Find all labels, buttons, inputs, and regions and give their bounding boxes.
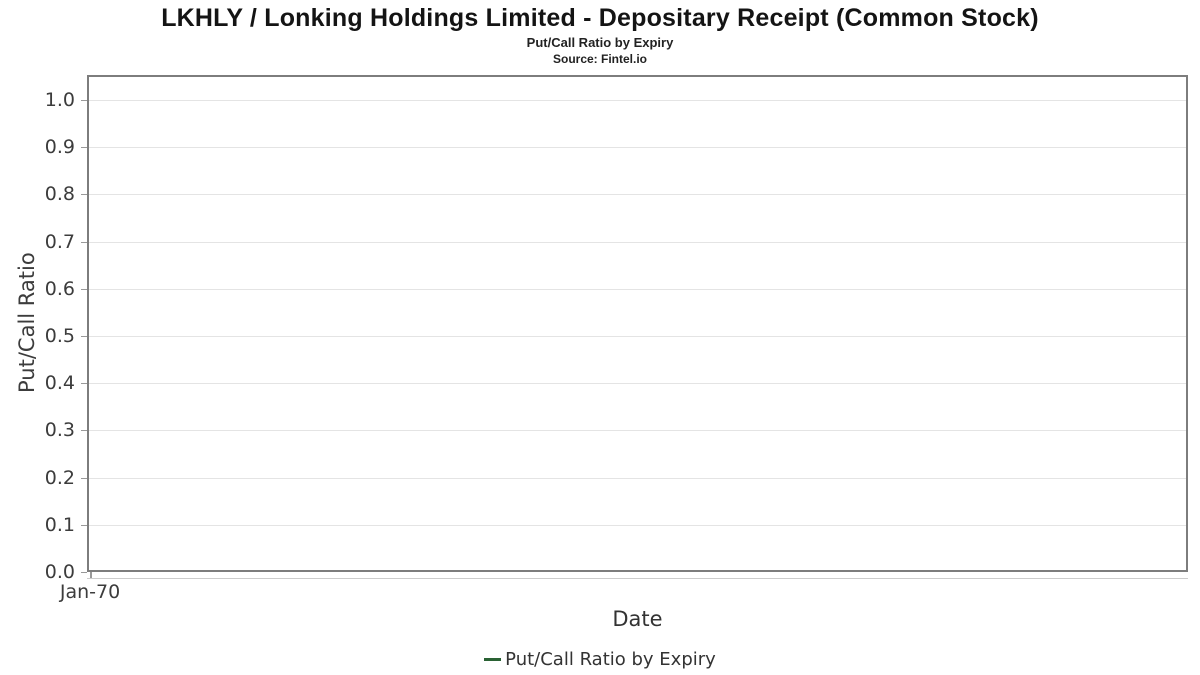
y-tick-label: 0.9	[44, 136, 75, 158]
y-axis-title: Put/Call Ratio	[15, 252, 39, 393]
y-tick-mark	[81, 147, 87, 148]
legend-label: Put/Call Ratio by Expiry	[505, 648, 716, 670]
y-tick-label: 1.0	[44, 89, 75, 111]
x-tick-label: Jan-70	[59, 581, 121, 603]
y-tick-mark	[81, 383, 87, 384]
y-tick-mark	[81, 478, 87, 479]
legend-item[interactable]: Put/Call Ratio by Expiry	[484, 649, 716, 670]
y-tick-mark	[81, 100, 87, 101]
chart-title: LKHLY / Lonking Holdings Limited - Depos…	[161, 4, 1039, 32]
gridline-y-0.5	[89, 336, 1186, 337]
y-tick-mark	[81, 289, 87, 290]
y-tick-mark	[81, 525, 87, 526]
y-tick-mark	[81, 242, 87, 243]
gridline-y-1.0	[89, 100, 1186, 101]
y-tick-mark	[81, 572, 87, 573]
y-axis: 0.0 0.1 0.2 0.3 0.4 0.5 0.6 0.7 0.8 0.9 1.0	[0, 75, 87, 583]
y-tick-label: 0.7	[44, 231, 75, 253]
y-tick-mark	[81, 194, 87, 195]
chart-source-label: Source: Fintel.io	[552, 52, 647, 66]
legend-line-marker-icon	[484, 657, 502, 661]
gridline-y-0.9	[89, 147, 1186, 148]
gridline-y-0.1	[89, 525, 1186, 526]
y-tick-label: 0.8	[44, 183, 75, 205]
plot-area	[87, 75, 1188, 572]
gridline-y-0.3	[89, 430, 1186, 431]
x-axis-title: Date	[612, 607, 663, 631]
y-tick-label: 0.1	[44, 514, 75, 536]
y-tick-label: 0.4	[44, 372, 75, 394]
gridline-y-0.7	[89, 242, 1186, 243]
y-tick-label: 0.6	[44, 278, 75, 300]
chart-subtitle: Put/Call Ratio by Expiry	[526, 35, 674, 50]
y-tick-mark	[81, 336, 87, 337]
y-tick-label: 0.2	[44, 467, 75, 489]
y-tick-mark	[81, 430, 87, 431]
x-axis: Jan-70	[60, 572, 1188, 612]
y-tick-label: 0.3	[44, 419, 75, 441]
y-tick-label: 0.5	[44, 325, 75, 347]
gridline-y-0.6	[89, 289, 1186, 290]
legend: Put/Call Ratio by Expiry	[0, 645, 1200, 673]
x-tick-mark	[90, 572, 92, 578]
y-tick-label: 0.0	[44, 561, 75, 583]
gridline-y-0.8	[89, 194, 1186, 195]
x-axis-line	[87, 578, 1188, 579]
gridline-y-0.2	[89, 478, 1186, 479]
gridline-y-0.4	[89, 383, 1186, 384]
